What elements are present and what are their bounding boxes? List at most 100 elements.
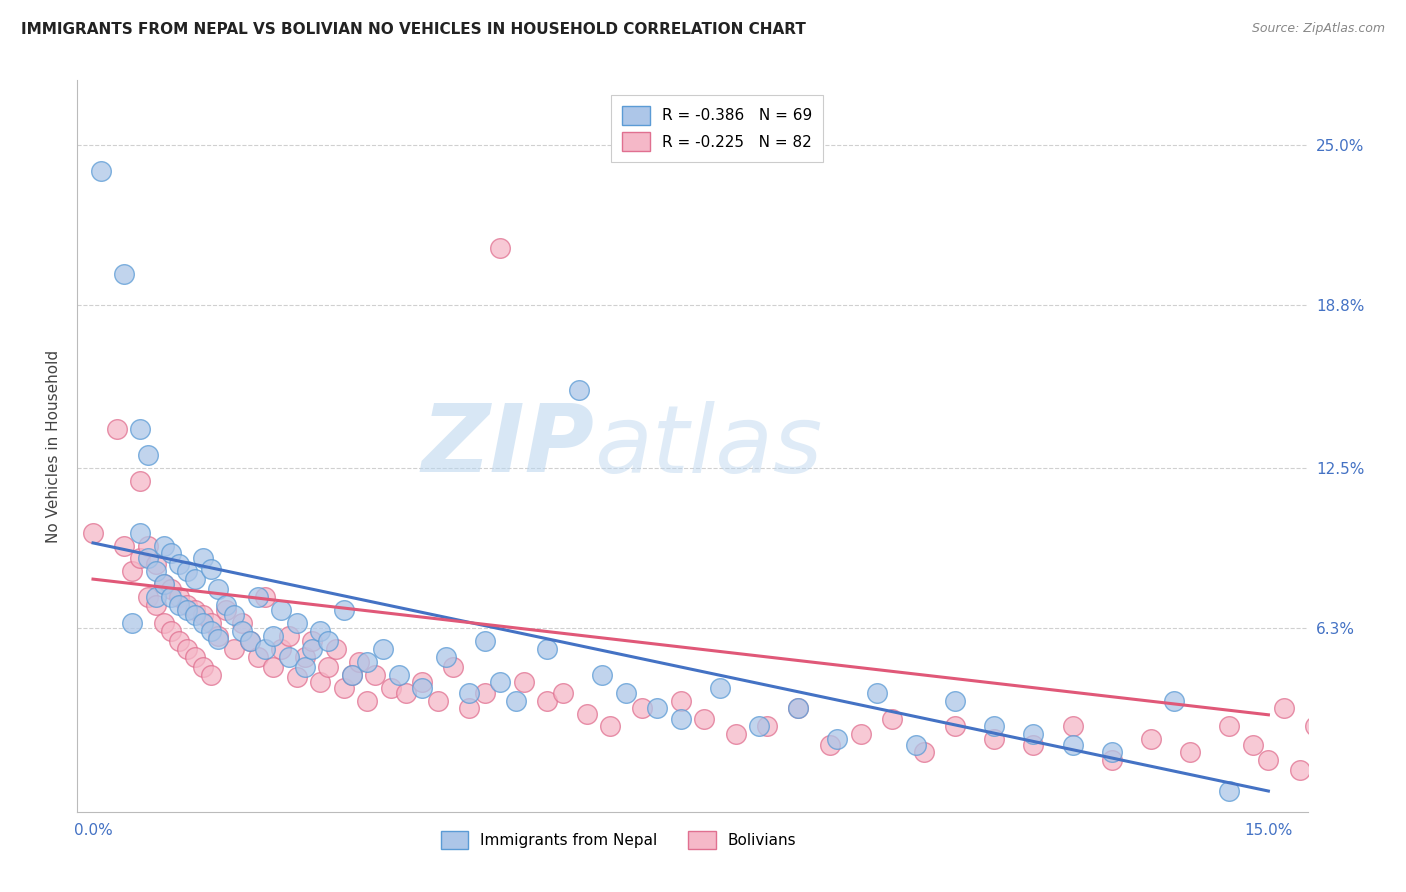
- Point: [1062, 719, 1084, 733]
- Point: [262, 660, 284, 674]
- Point: [90, 163, 112, 178]
- Point: [184, 649, 207, 664]
- Point: [669, 693, 692, 707]
- Point: [121, 565, 143, 579]
- Legend: Immigrants from Nepal, Bolivians: Immigrants from Nepal, Bolivians: [434, 824, 803, 855]
- Point: [191, 660, 214, 674]
- Point: [364, 667, 387, 681]
- Point: [325, 641, 347, 656]
- Point: [316, 634, 339, 648]
- Point: [340, 667, 363, 681]
- Point: [184, 572, 207, 586]
- Point: [943, 719, 966, 733]
- Point: [207, 582, 229, 597]
- Point: [136, 448, 159, 462]
- Point: [222, 608, 245, 623]
- Point: [316, 660, 339, 674]
- Point: [176, 603, 198, 617]
- Point: [599, 719, 621, 733]
- Point: [136, 551, 159, 566]
- Point: [458, 701, 481, 715]
- Point: [474, 686, 496, 700]
- Point: [787, 701, 810, 715]
- Point: [167, 591, 190, 605]
- Point: [207, 632, 229, 646]
- Point: [411, 675, 433, 690]
- Point: [145, 557, 167, 571]
- Point: [294, 660, 316, 674]
- Point: [200, 667, 222, 681]
- Point: [1218, 784, 1240, 798]
- Point: [1218, 719, 1240, 733]
- Point: [270, 603, 292, 617]
- Point: [536, 693, 558, 707]
- Point: [246, 591, 269, 605]
- Point: [231, 615, 253, 630]
- Point: [513, 675, 536, 690]
- Point: [191, 551, 214, 566]
- Point: [489, 241, 512, 255]
- Y-axis label: No Vehicles in Household: No Vehicles in Household: [45, 350, 60, 542]
- Point: [200, 624, 222, 638]
- Point: [787, 701, 810, 715]
- Point: [983, 732, 1005, 747]
- Point: [152, 577, 174, 591]
- Point: [356, 693, 378, 707]
- Point: [129, 551, 152, 566]
- Point: [1022, 738, 1045, 752]
- Point: [349, 655, 371, 669]
- Point: [129, 474, 152, 488]
- Point: [239, 634, 262, 648]
- Point: [152, 615, 174, 630]
- Point: [388, 667, 411, 681]
- Point: [1101, 753, 1123, 767]
- Point: [285, 615, 308, 630]
- Point: [1257, 753, 1279, 767]
- Point: [262, 629, 284, 643]
- Point: [112, 539, 135, 553]
- Point: [176, 598, 198, 612]
- Point: [152, 577, 174, 591]
- Point: [231, 624, 253, 638]
- Point: [285, 670, 308, 684]
- Point: [215, 598, 238, 612]
- Point: [82, 525, 104, 540]
- Point: [145, 591, 167, 605]
- Point: [575, 706, 598, 721]
- Point: [395, 686, 418, 700]
- Point: [270, 641, 292, 656]
- Point: [191, 608, 214, 623]
- Point: [246, 649, 269, 664]
- Point: [105, 422, 128, 436]
- Point: [748, 719, 770, 733]
- Point: [434, 649, 457, 664]
- Point: [553, 686, 575, 700]
- Point: [277, 629, 299, 643]
- Point: [152, 539, 174, 553]
- Point: [356, 655, 378, 669]
- Point: [145, 598, 167, 612]
- Point: [568, 384, 591, 398]
- Point: [411, 681, 433, 695]
- Point: [1062, 738, 1084, 752]
- Point: [254, 591, 277, 605]
- Text: IMMIGRANTS FROM NEPAL VS BOLIVIAN NO VEHICLES IN HOUSEHOLD CORRELATION CHART: IMMIGRANTS FROM NEPAL VS BOLIVIAN NO VEH…: [21, 22, 806, 37]
- Point: [129, 422, 152, 436]
- Point: [1288, 764, 1310, 778]
- Point: [301, 634, 323, 648]
- Point: [332, 603, 354, 617]
- Point: [630, 701, 652, 715]
- Point: [1272, 701, 1295, 715]
- Point: [458, 686, 481, 700]
- Point: [1178, 745, 1201, 759]
- Point: [943, 693, 966, 707]
- Text: ZIP: ZIP: [422, 400, 595, 492]
- Point: [160, 582, 183, 597]
- Point: [865, 686, 887, 700]
- Point: [505, 693, 527, 707]
- Point: [827, 732, 849, 747]
- Point: [614, 686, 637, 700]
- Point: [254, 641, 277, 656]
- Point: [1163, 693, 1185, 707]
- Point: [1320, 712, 1343, 726]
